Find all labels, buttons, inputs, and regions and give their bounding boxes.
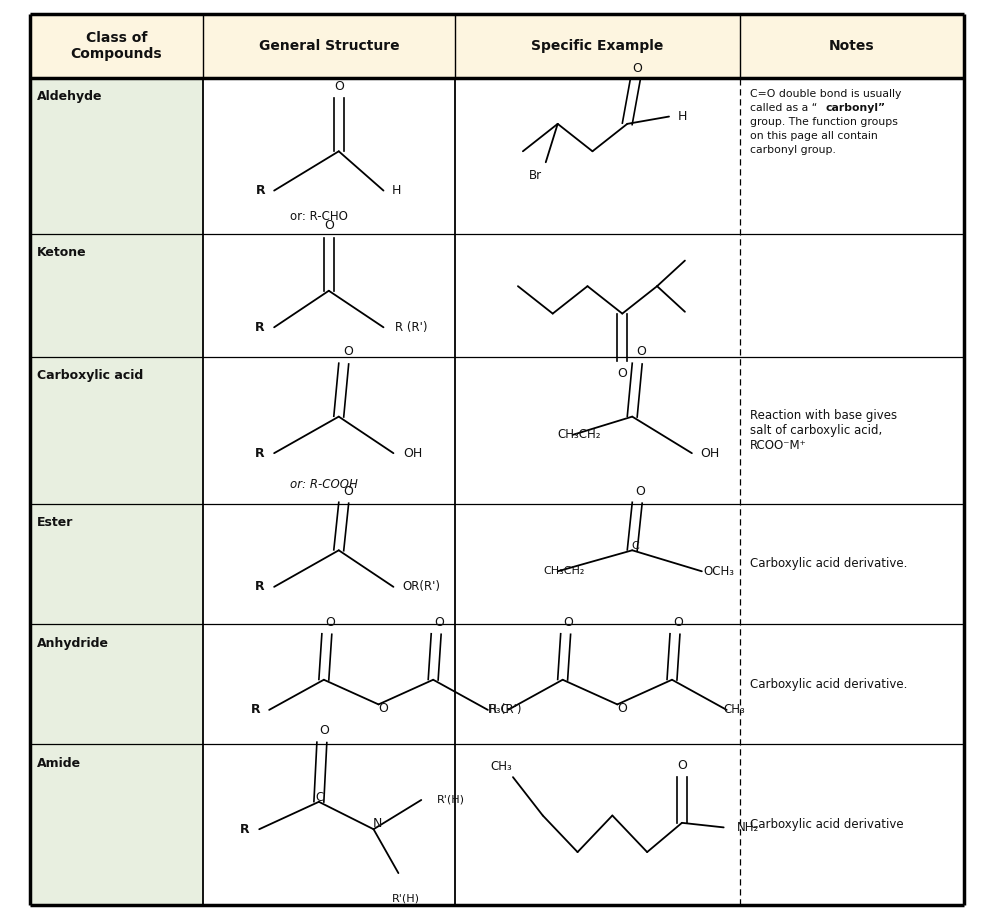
Text: H: H [678,110,688,123]
FancyBboxPatch shape [30,624,203,744]
Text: Notes: Notes [829,38,875,53]
Text: Reaction with base gives
salt of carboxylic acid,
RCOO⁻M⁺: Reaction with base gives salt of carboxy… [749,409,897,452]
Text: R'(H): R'(H) [393,894,420,904]
Text: CH₃CH₂: CH₃CH₂ [544,567,585,577]
Text: Carboxylic acid derivative: Carboxylic acid derivative [749,818,904,831]
Text: Ketone: Ketone [37,246,86,260]
FancyBboxPatch shape [30,78,203,234]
Text: carbonyl group.: carbonyl group. [749,144,836,154]
Text: O: O [379,703,389,716]
FancyBboxPatch shape [203,744,964,905]
Text: CH₃: CH₃ [724,704,746,717]
Text: R (R'): R (R') [489,704,522,717]
Text: OCH₃: OCH₃ [703,565,735,578]
Text: O: O [635,485,645,498]
Text: called as a “: called as a “ [749,103,817,113]
Text: O: O [673,616,683,629]
Text: on this page all contain: on this page all contain [749,131,878,141]
Text: Amide: Amide [37,757,81,770]
Text: Carboxylic acid derivative.: Carboxylic acid derivative. [749,558,908,570]
Text: H: H [392,184,402,197]
Text: R: R [240,823,249,835]
FancyBboxPatch shape [30,356,203,504]
Text: General Structure: General Structure [258,38,400,53]
Text: N: N [373,817,383,830]
Text: R'(H): R'(H) [437,795,465,805]
Text: group. The function groups: group. The function groups [749,117,898,127]
Text: O: O [617,703,627,716]
Text: Specific Example: Specific Example [531,38,664,53]
Text: O: O [334,80,344,93]
Text: or: R-COOH: or: R-COOH [290,478,358,491]
Text: O: O [319,724,329,737]
Text: O: O [677,759,687,771]
Text: C=O double bond is usually: C=O double bond is usually [749,90,902,100]
Text: O: O [632,61,642,75]
Text: O: O [325,616,335,629]
FancyBboxPatch shape [203,356,964,504]
Text: R: R [254,580,264,593]
FancyBboxPatch shape [30,234,203,356]
Text: H₃C: H₃C [488,704,510,717]
FancyBboxPatch shape [30,504,203,624]
Text: O: O [434,616,444,629]
Text: Ester: Ester [37,516,74,529]
Text: C: C [631,541,639,551]
Text: Br: Br [529,168,543,182]
Text: carbonyl”: carbonyl” [825,103,886,113]
Text: O: O [617,367,627,379]
Text: CH₃CH₂: CH₃CH₂ [558,429,601,441]
Text: Class of
Compounds: Class of Compounds [71,31,162,61]
Text: O: O [324,219,334,232]
Text: O: O [636,345,646,358]
Text: R: R [254,321,264,334]
Text: R: R [250,704,260,717]
Text: R (R'): R (R') [395,321,427,334]
Text: C: C [316,791,324,803]
Text: NH₂: NH₂ [737,821,758,834]
Text: O: O [343,345,353,358]
Text: or: R-CHO: or: R-CHO [290,209,348,222]
Text: R: R [255,184,265,197]
FancyBboxPatch shape [30,744,203,905]
Text: OR(R'): OR(R') [403,580,440,593]
Text: R: R [254,447,264,460]
Text: Aldehyde: Aldehyde [37,90,102,103]
Text: OH: OH [404,447,422,460]
Text: OH: OH [700,447,720,460]
Text: Carboxylic acid derivative.: Carboxylic acid derivative. [749,678,908,691]
FancyBboxPatch shape [30,14,964,78]
FancyBboxPatch shape [203,78,964,234]
Text: O: O [564,616,574,629]
Text: Carboxylic acid: Carboxylic acid [37,369,143,382]
FancyBboxPatch shape [203,234,964,356]
FancyBboxPatch shape [203,624,964,744]
Text: O: O [343,485,353,498]
Text: Anhydride: Anhydride [37,637,108,650]
Text: CH₃: CH₃ [490,760,512,772]
FancyBboxPatch shape [203,504,964,624]
